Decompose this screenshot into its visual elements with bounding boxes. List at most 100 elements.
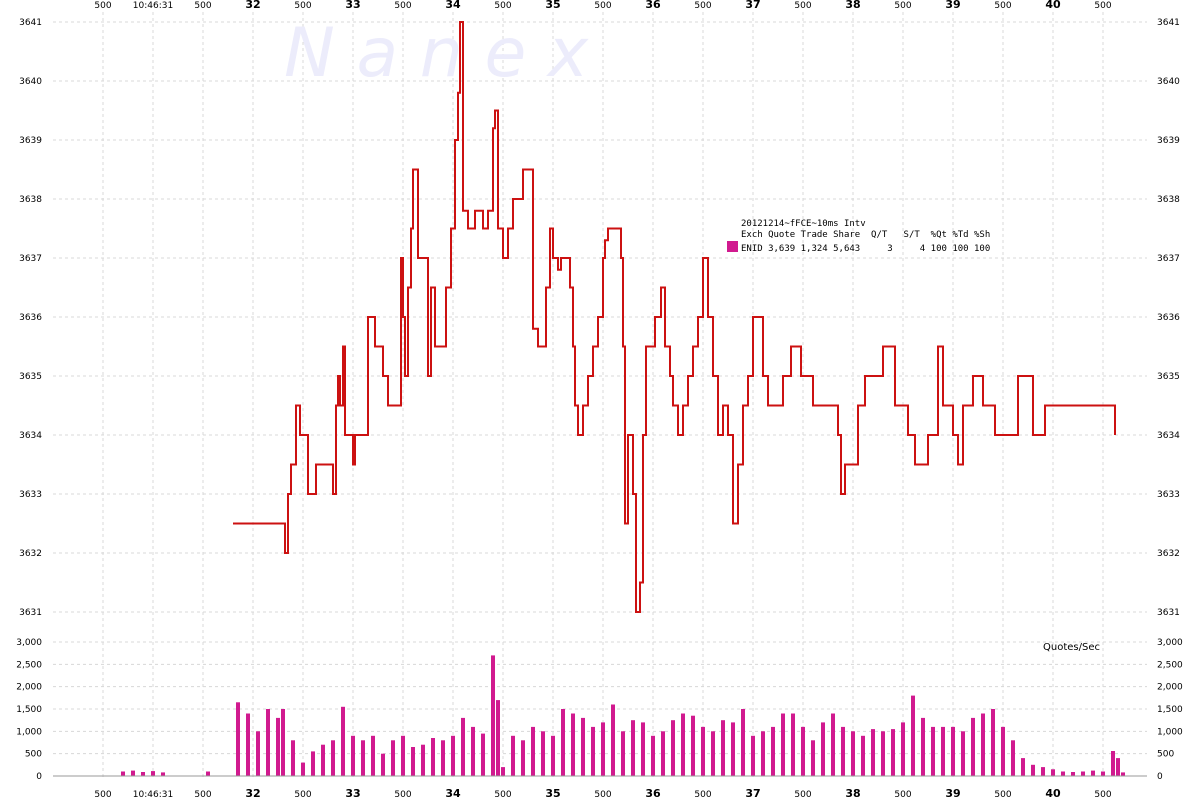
volume-bar <box>741 709 745 776</box>
vol-y-tick-label-right: 0 <box>1157 772 1163 782</box>
y-tick-label-left: 3635 <box>19 372 42 382</box>
x-tick-label-bottom: 38 <box>845 787 860 800</box>
volume-bar <box>331 740 335 776</box>
volume-bar <box>496 700 500 776</box>
volume-bar <box>811 740 815 776</box>
x-tick-label-bottom: 39 <box>945 787 960 800</box>
volume-bar <box>601 722 605 776</box>
volume-bar <box>471 726 475 776</box>
volume-bar <box>551 735 555 776</box>
y-tick-label-right: 3641 <box>1157 18 1180 28</box>
volume-bar <box>1116 758 1120 776</box>
y-tick-label-left: 3634 <box>19 431 42 441</box>
volume-bar <box>1001 726 1005 776</box>
volume-bar <box>451 735 455 776</box>
x-tick-label-bottom: 10:46:31 <box>133 790 173 800</box>
volume-bar <box>761 731 765 776</box>
price-step-line <box>233 21 1116 613</box>
x-tick-label-top: 500 <box>94 1 111 11</box>
vol-y-tick-label-left: 2,500 <box>16 660 42 670</box>
x-tick-label-top: 37 <box>745 0 760 11</box>
x-tick-label-bottom: 500 <box>794 790 811 800</box>
x-tick-label-bottom: 500 <box>994 790 1011 800</box>
x-tick-label-bottom: 32 <box>245 787 260 800</box>
volume-bar <box>521 740 525 776</box>
volume-bar <box>971 717 975 776</box>
volume-series <box>121 655 1125 776</box>
vol-y-tick-label-left: 3,000 <box>16 638 42 648</box>
volume-bar <box>301 762 305 776</box>
volume-bar <box>851 731 855 776</box>
volume-bar <box>751 735 755 776</box>
volume-bar <box>161 772 165 776</box>
volume-bar <box>571 713 575 776</box>
vol-y-tick-label-left: 1,500 <box>16 705 42 715</box>
volume-bar <box>281 709 285 776</box>
x-tick-label-top: 500 <box>994 1 1011 11</box>
volume-bar <box>941 726 945 776</box>
x-tick-label-bottom: 500 <box>594 790 611 800</box>
volume-bar <box>1111 751 1115 776</box>
volume-bar <box>351 735 355 776</box>
volume-bar <box>561 709 565 776</box>
vol-y-tick-label-right: 2,000 <box>1157 683 1183 693</box>
volume-bar <box>461 717 465 776</box>
vol-y-tick-label-right: 3,000 <box>1157 638 1183 648</box>
volume-bar <box>701 726 705 776</box>
volume-bar <box>1011 740 1015 776</box>
vol-y-tick-label-right: 2,500 <box>1157 660 1183 670</box>
y-tick-label-left: 3641 <box>19 18 42 28</box>
y-tick-label-left: 3636 <box>19 313 42 323</box>
y-tick-label-right: 3631 <box>1157 608 1180 618</box>
x-tick-label-top: 39 <box>945 0 960 11</box>
x-tick-label-bottom: 40 <box>1045 787 1061 800</box>
volume-bar <box>1071 772 1075 776</box>
volume-bar <box>991 709 995 776</box>
x-tick-label-top: 10:46:31 <box>133 1 173 11</box>
volume-bar <box>311 751 315 776</box>
x-tick-label-bottom: 37 <box>745 787 760 800</box>
vol-y-tick-label-right: 500 <box>1157 750 1174 760</box>
volume-bar <box>381 753 385 776</box>
x-tick-label-top: 500 <box>1094 1 1111 11</box>
volume-bar <box>256 731 260 776</box>
y-tick-label-right: 3634 <box>1157 431 1180 441</box>
y-tick-label-right: 3640 <box>1157 77 1180 87</box>
x-tick-label-top: 33 <box>345 0 360 11</box>
volume-bar <box>841 726 845 776</box>
x-tick-label-bottom: 500 <box>394 790 411 800</box>
x-tick-label-bottom: 500 <box>294 790 311 800</box>
vol-y-tick-label-right: 1,000 <box>1157 727 1183 737</box>
volume-bar <box>441 740 445 776</box>
y-tick-label-right: 3638 <box>1157 195 1180 205</box>
legend-header: Exch Quote Trade Share Q/T S/T %Qt %Td %… <box>741 230 991 240</box>
x-tick-label-top: 34 <box>445 0 461 11</box>
x-tick-label-bottom: 36 <box>645 787 661 800</box>
volume-bar <box>931 726 935 776</box>
x-tick-label-top: 38 <box>845 0 860 11</box>
y-tick-label-right: 3632 <box>1157 549 1180 559</box>
volume-bar <box>691 715 695 776</box>
volume-bar <box>401 735 405 776</box>
volume-bar <box>981 713 985 776</box>
volume-bar <box>781 713 785 776</box>
volume-bar <box>151 771 155 776</box>
x-tick-label-bottom: 500 <box>1094 790 1111 800</box>
volume-bar <box>276 717 280 776</box>
legend-row-text: ENID 3,639 1,324 5,643 3 4 100 100 100 <box>741 244 991 254</box>
volume-bar <box>1051 769 1055 776</box>
volume-bar <box>921 717 925 776</box>
volume-bar <box>731 722 735 776</box>
volume-bar <box>411 747 415 776</box>
volume-bar <box>1031 764 1035 776</box>
volume-bar <box>361 740 365 776</box>
volume-bar <box>371 735 375 776</box>
y-tick-label-right: 3636 <box>1157 313 1180 323</box>
legend: 20121214~fFCE~10ms Intv Exch Quote Trade… <box>727 219 991 255</box>
volume-bar <box>1061 771 1065 776</box>
y-tick-label-left: 3639 <box>19 136 42 146</box>
x-tick-label-bottom: 35 <box>545 787 560 800</box>
y-tick-label-right: 3637 <box>1157 254 1180 264</box>
